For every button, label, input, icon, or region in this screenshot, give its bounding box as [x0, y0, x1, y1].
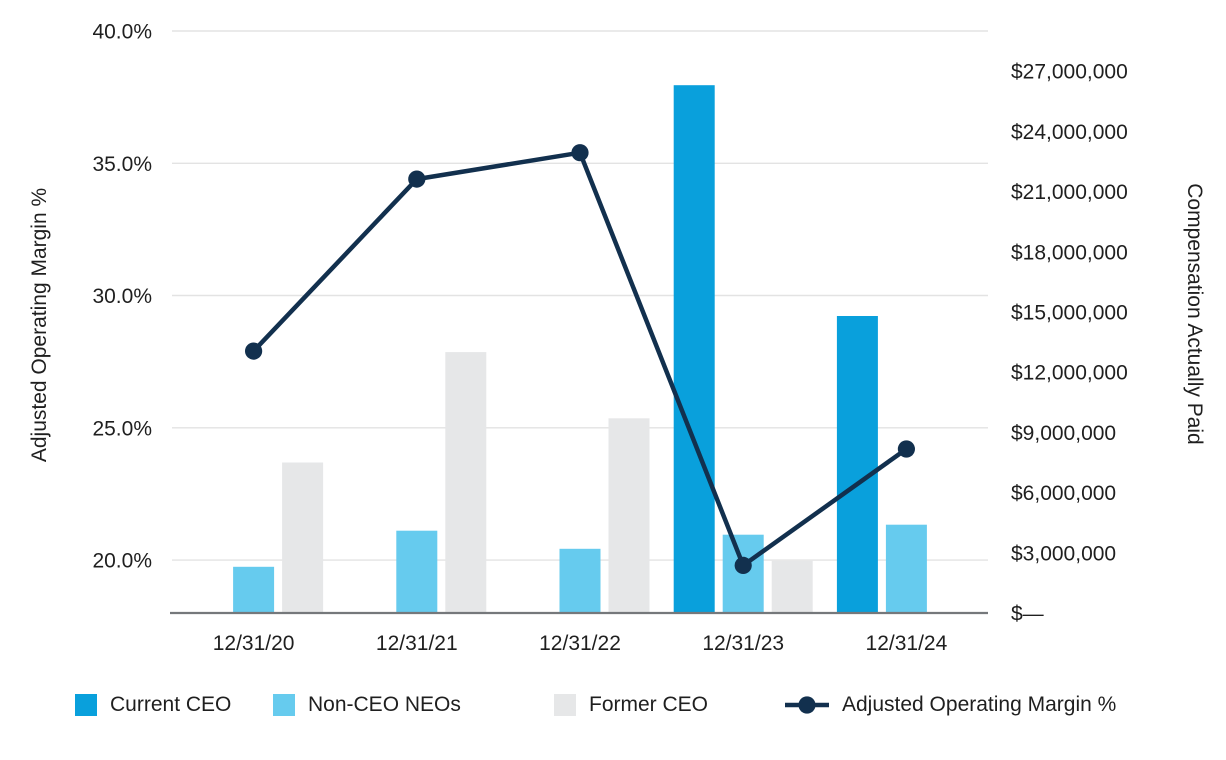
bar-current-ceo	[836, 316, 878, 613]
right-axis-tick: $9,000,000	[1011, 422, 1116, 445]
legend-item-former-ceo: Former CEO	[554, 692, 708, 718]
right-axis-tick: $15,000,000	[1011, 302, 1128, 325]
left-axis-tick: 25.0%	[92, 417, 152, 440]
right-axis-tick: $6,000,000	[1011, 482, 1116, 505]
line-point	[571, 144, 589, 162]
x-axis-ticks: 12/31/20 12/31/21 12/31/22 12/31/23 12/31/24	[213, 632, 948, 655]
margin-line	[251, 150, 908, 569]
bar-former-ceo	[771, 560, 813, 613]
right-axis-tick: $—	[1011, 603, 1044, 626]
right-axis-ticks: $27,000,000 $24,000,000 $21,000,000 $18,000…	[1011, 61, 1128, 626]
left-axis-tick: 30.0%	[92, 285, 152, 308]
legend-marker-dot	[798, 696, 816, 714]
right-axis-tick: $21,000,000	[1011, 181, 1128, 204]
legend-swatch-non-ceo-neos	[273, 694, 295, 716]
left-axis-tick: 40.0%	[92, 21, 152, 44]
line-point	[408, 170, 426, 188]
right-axis-title: Compensation Actually Paid	[1183, 183, 1206, 445]
left-axis-ticks: 40.0% 35.0% 30.0% 25.0% 20.0%	[92, 21, 152, 573]
legend-swatch-current-ceo	[75, 694, 97, 716]
bar-groups	[233, 85, 927, 613]
left-axis-title: Adjusted Operating Margin %	[28, 188, 51, 462]
line-point	[245, 342, 263, 360]
line-point	[897, 440, 916, 458]
right-axis-tick: $12,000,000	[1011, 362, 1128, 385]
right-axis-tick: $24,000,000	[1011, 121, 1128, 144]
legend-item-non-ceo-neos: Non-CEO NEOs	[273, 692, 461, 718]
x-axis-tick: 12/31/21	[376, 632, 458, 655]
bar-non-ceo-neos	[233, 566, 275, 613]
bar-non-ceo-neos	[885, 524, 927, 613]
right-axis-tick: $3,000,000	[1011, 542, 1116, 565]
bar-former-ceo	[608, 418, 650, 613]
right-axis-tick: $18,000,000	[1011, 241, 1128, 264]
line-point	[734, 556, 752, 575]
bar-non-ceo-neos	[559, 548, 601, 613]
x-axis-tick: 12/31/22	[539, 632, 621, 655]
legend-item-current-ceo: Current CEO	[75, 692, 231, 718]
left-axis-tick: 35.0%	[92, 153, 152, 176]
left-axis-tick: 20.0%	[92, 550, 152, 573]
x-axis-tick: 12/31/20	[213, 632, 295, 655]
legend-label: Former CEO	[589, 693, 709, 716]
x-axis-tick: 12/31/23	[702, 632, 784, 655]
bar-current-ceo	[673, 85, 715, 613]
legend: Current CEO Non-CEO NEOs Former CEO Adjuste…	[0, 692, 1226, 718]
legend-line-marker-icon	[785, 696, 829, 714]
right-axis-tick: $27,000,000	[1011, 61, 1128, 84]
bar-former-ceo	[445, 352, 487, 613]
legend-label: Adjusted Operating Margin %	[842, 693, 1117, 716]
legend-label: Current CEO	[110, 693, 232, 716]
bar-former-ceo	[282, 462, 324, 613]
legend-item-adjusted-operating-margin: Adjusted Operating Margin %	[785, 692, 1116, 718]
x-axis-tick: 12/31/24	[866, 632, 948, 655]
bar-non-ceo-neos	[396, 530, 438, 613]
margin-line-series	[245, 144, 916, 575]
legend-swatch-former-ceo	[554, 694, 576, 716]
legend-label: Non-CEO NEOs	[308, 693, 461, 716]
